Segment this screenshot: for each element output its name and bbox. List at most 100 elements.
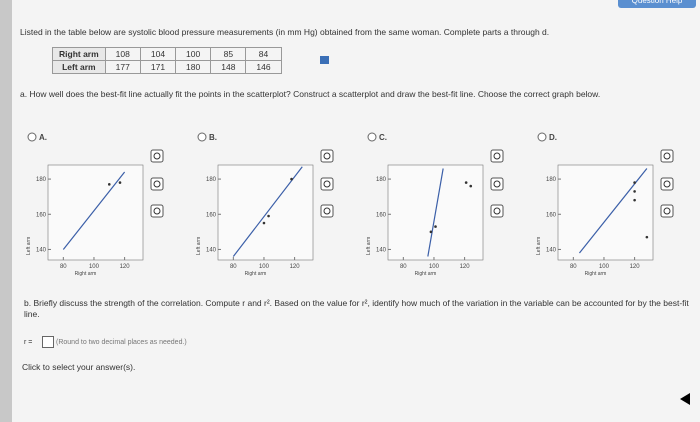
x-axis-label: Right arm	[75, 271, 97, 277]
part-b-question: b. Briefly discuss the strength of the c…	[24, 298, 689, 319]
best-fit-line	[62, 171, 126, 250]
tool-glyph	[663, 180, 671, 188]
y-tick-label: 180	[376, 177, 387, 183]
tool-icon[interactable]	[150, 177, 164, 191]
data-point	[118, 181, 122, 184]
table-cell: 171	[139, 60, 177, 74]
y-tick-label: 160	[546, 212, 557, 218]
plot-area	[217, 164, 314, 261]
y-tick-label: 140	[36, 247, 47, 253]
option-label: C.	[379, 133, 387, 142]
table-cell: 180	[175, 60, 212, 74]
x-tick-label: 80	[570, 264, 577, 270]
row-header: Right arm	[52, 47, 106, 61]
radio-button[interactable]	[367, 132, 377, 142]
x-tick-label: 120	[290, 264, 301, 270]
radio-button[interactable]	[537, 132, 547, 142]
tool-glyph	[153, 207, 161, 215]
table-cell: 177	[104, 60, 141, 74]
tool-glyph	[493, 180, 501, 188]
plot-area	[47, 164, 144, 261]
tool-glyph	[493, 152, 501, 160]
y-tick-label: 180	[36, 177, 47, 183]
data-table: Right arm 108 104 100 85 84 Left arm 177 171 180 1…	[52, 47, 282, 74]
left-margin	[0, 0, 12, 422]
x-axis-label: Right arm	[415, 271, 437, 277]
tool-glyph	[323, 180, 331, 188]
x-axis-label: Right arm	[585, 271, 607, 277]
y-tick-label: 140	[376, 247, 387, 253]
tool-icon[interactable]	[490, 177, 504, 191]
option-label: A.	[39, 133, 47, 142]
copy-icon[interactable]	[320, 56, 329, 64]
x-tick-label: 80	[60, 264, 67, 270]
table-cell: 148	[210, 60, 247, 74]
y-tick-label: 140	[546, 247, 557, 253]
data-point	[107, 183, 111, 186]
radio-button[interactable]	[197, 132, 207, 142]
x-tick-label: 100	[599, 264, 610, 270]
next-button[interactable]	[676, 391, 696, 407]
tool-icon[interactable]	[150, 204, 164, 218]
table-row: Left arm 177 171 180 148 146	[52, 60, 282, 74]
data-point	[633, 198, 636, 202]
options-graphics: A. 140 160 180 80 100 120 Right arm Left arm B. 14…	[26, 132, 674, 277]
tool-glyph	[323, 152, 331, 160]
status-text: Click to select your answer(s).	[22, 362, 136, 372]
tool-icon[interactable]	[490, 149, 504, 163]
table-row: Right arm 108 104 100 85 84	[52, 47, 282, 61]
data-point	[645, 235, 649, 239]
data-point	[290, 177, 293, 181]
data-point	[633, 181, 636, 184]
tool-glyph	[493, 207, 501, 215]
data-point	[434, 225, 437, 228]
row-header: Left arm	[52, 60, 106, 74]
x-tick-label: 120	[630, 264, 641, 270]
y-axis-label: Left arm	[366, 237, 372, 255]
y-tick-label: 160	[376, 212, 387, 218]
tool-icon[interactable]	[660, 177, 674, 191]
tool-icon[interactable]	[320, 177, 334, 191]
x-tick-label: 100	[429, 264, 440, 270]
table-cell: 146	[245, 60, 282, 74]
data-point	[633, 190, 636, 193]
tool-icon[interactable]	[660, 149, 674, 163]
tool-glyph	[663, 207, 671, 215]
x-tick-label: 80	[230, 264, 237, 270]
best-fit-line	[232, 166, 303, 257]
tool-icon[interactable]	[320, 149, 334, 163]
tool-icon[interactable]	[660, 204, 674, 218]
y-tick-label: 140	[206, 247, 217, 253]
y-tick-label: 160	[206, 212, 217, 218]
tool-glyph	[153, 180, 161, 188]
tool-icon[interactable]	[490, 204, 504, 218]
x-tick-label: 120	[460, 264, 471, 270]
option-label: B.	[209, 133, 217, 142]
x-tick-label: 120	[120, 264, 131, 270]
y-tick-label: 180	[206, 177, 217, 183]
radio-button[interactable]	[27, 132, 37, 142]
tool-glyph	[323, 207, 331, 215]
data-point	[469, 184, 473, 188]
x-tick-label: 100	[259, 264, 270, 270]
data-point	[262, 221, 266, 225]
data-point	[429, 230, 433, 234]
x-axis-label: Right arm	[245, 271, 267, 277]
intro-text: Listed in the table below are systolic b…	[20, 27, 550, 37]
tool-icon[interactable]	[320, 204, 334, 218]
x-tick-label: 100	[89, 264, 100, 270]
r-input[interactable]	[42, 336, 54, 348]
part-a-question: a. How well does the best-fit line actua…	[20, 89, 601, 99]
y-tick-label: 180	[546, 177, 557, 183]
y-axis-label: Left arm	[26, 237, 32, 255]
help-button[interactable]: Question Help	[618, 0, 696, 8]
round-hint: (Round to two decimal places as needed.)	[56, 339, 187, 346]
tool-glyph	[153, 152, 161, 160]
tool-icon[interactable]	[150, 149, 164, 163]
data-point	[267, 214, 270, 218]
r-label: r =	[24, 339, 33, 346]
y-axis-label: Left arm	[536, 237, 542, 255]
y-axis-label: Left arm	[196, 237, 202, 255]
best-fit-line	[427, 168, 444, 257]
